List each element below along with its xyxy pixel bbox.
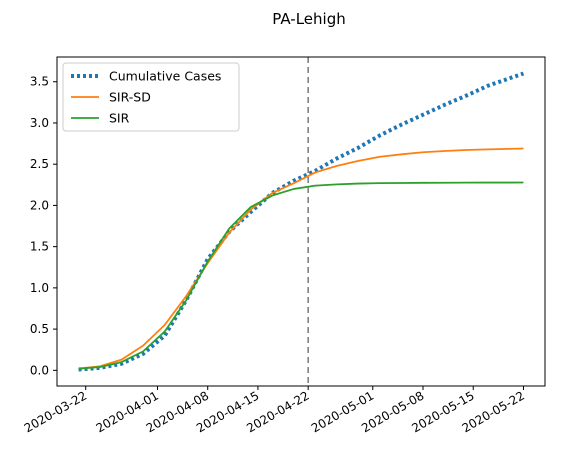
legend: Cumulative Cases SIR-SD SIR — [62, 62, 240, 132]
y-tick-label: 2.0 — [30, 198, 49, 212]
plot-frame — [56, 56, 546, 387]
y-tick-label: 0.5 — [30, 322, 49, 336]
legend-label: Cumulative Cases — [109, 69, 221, 84]
series-line-cumulative-cases — [78, 71, 525, 372]
y-tick-label: 3.0 — [30, 116, 49, 130]
y-tick-label: 3.5 — [30, 75, 49, 89]
series-line-sir-sd — [78, 147, 524, 370]
y-tick-label: 1.5 — [30, 240, 49, 254]
legend-box — [62, 62, 240, 132]
series-line-sir — [78, 181, 524, 370]
y-tick-label: 0.0 — [30, 363, 49, 377]
y-tick-label: 1.0 — [30, 281, 49, 295]
legend-label: SIR — [109, 111, 130, 126]
legend-label: SIR-SD — [109, 90, 151, 105]
chart-title: PA-Lehigh — [272, 10, 345, 28]
y-tick-label: 2.5 — [30, 157, 49, 171]
plot-area — [78, 57, 525, 386]
